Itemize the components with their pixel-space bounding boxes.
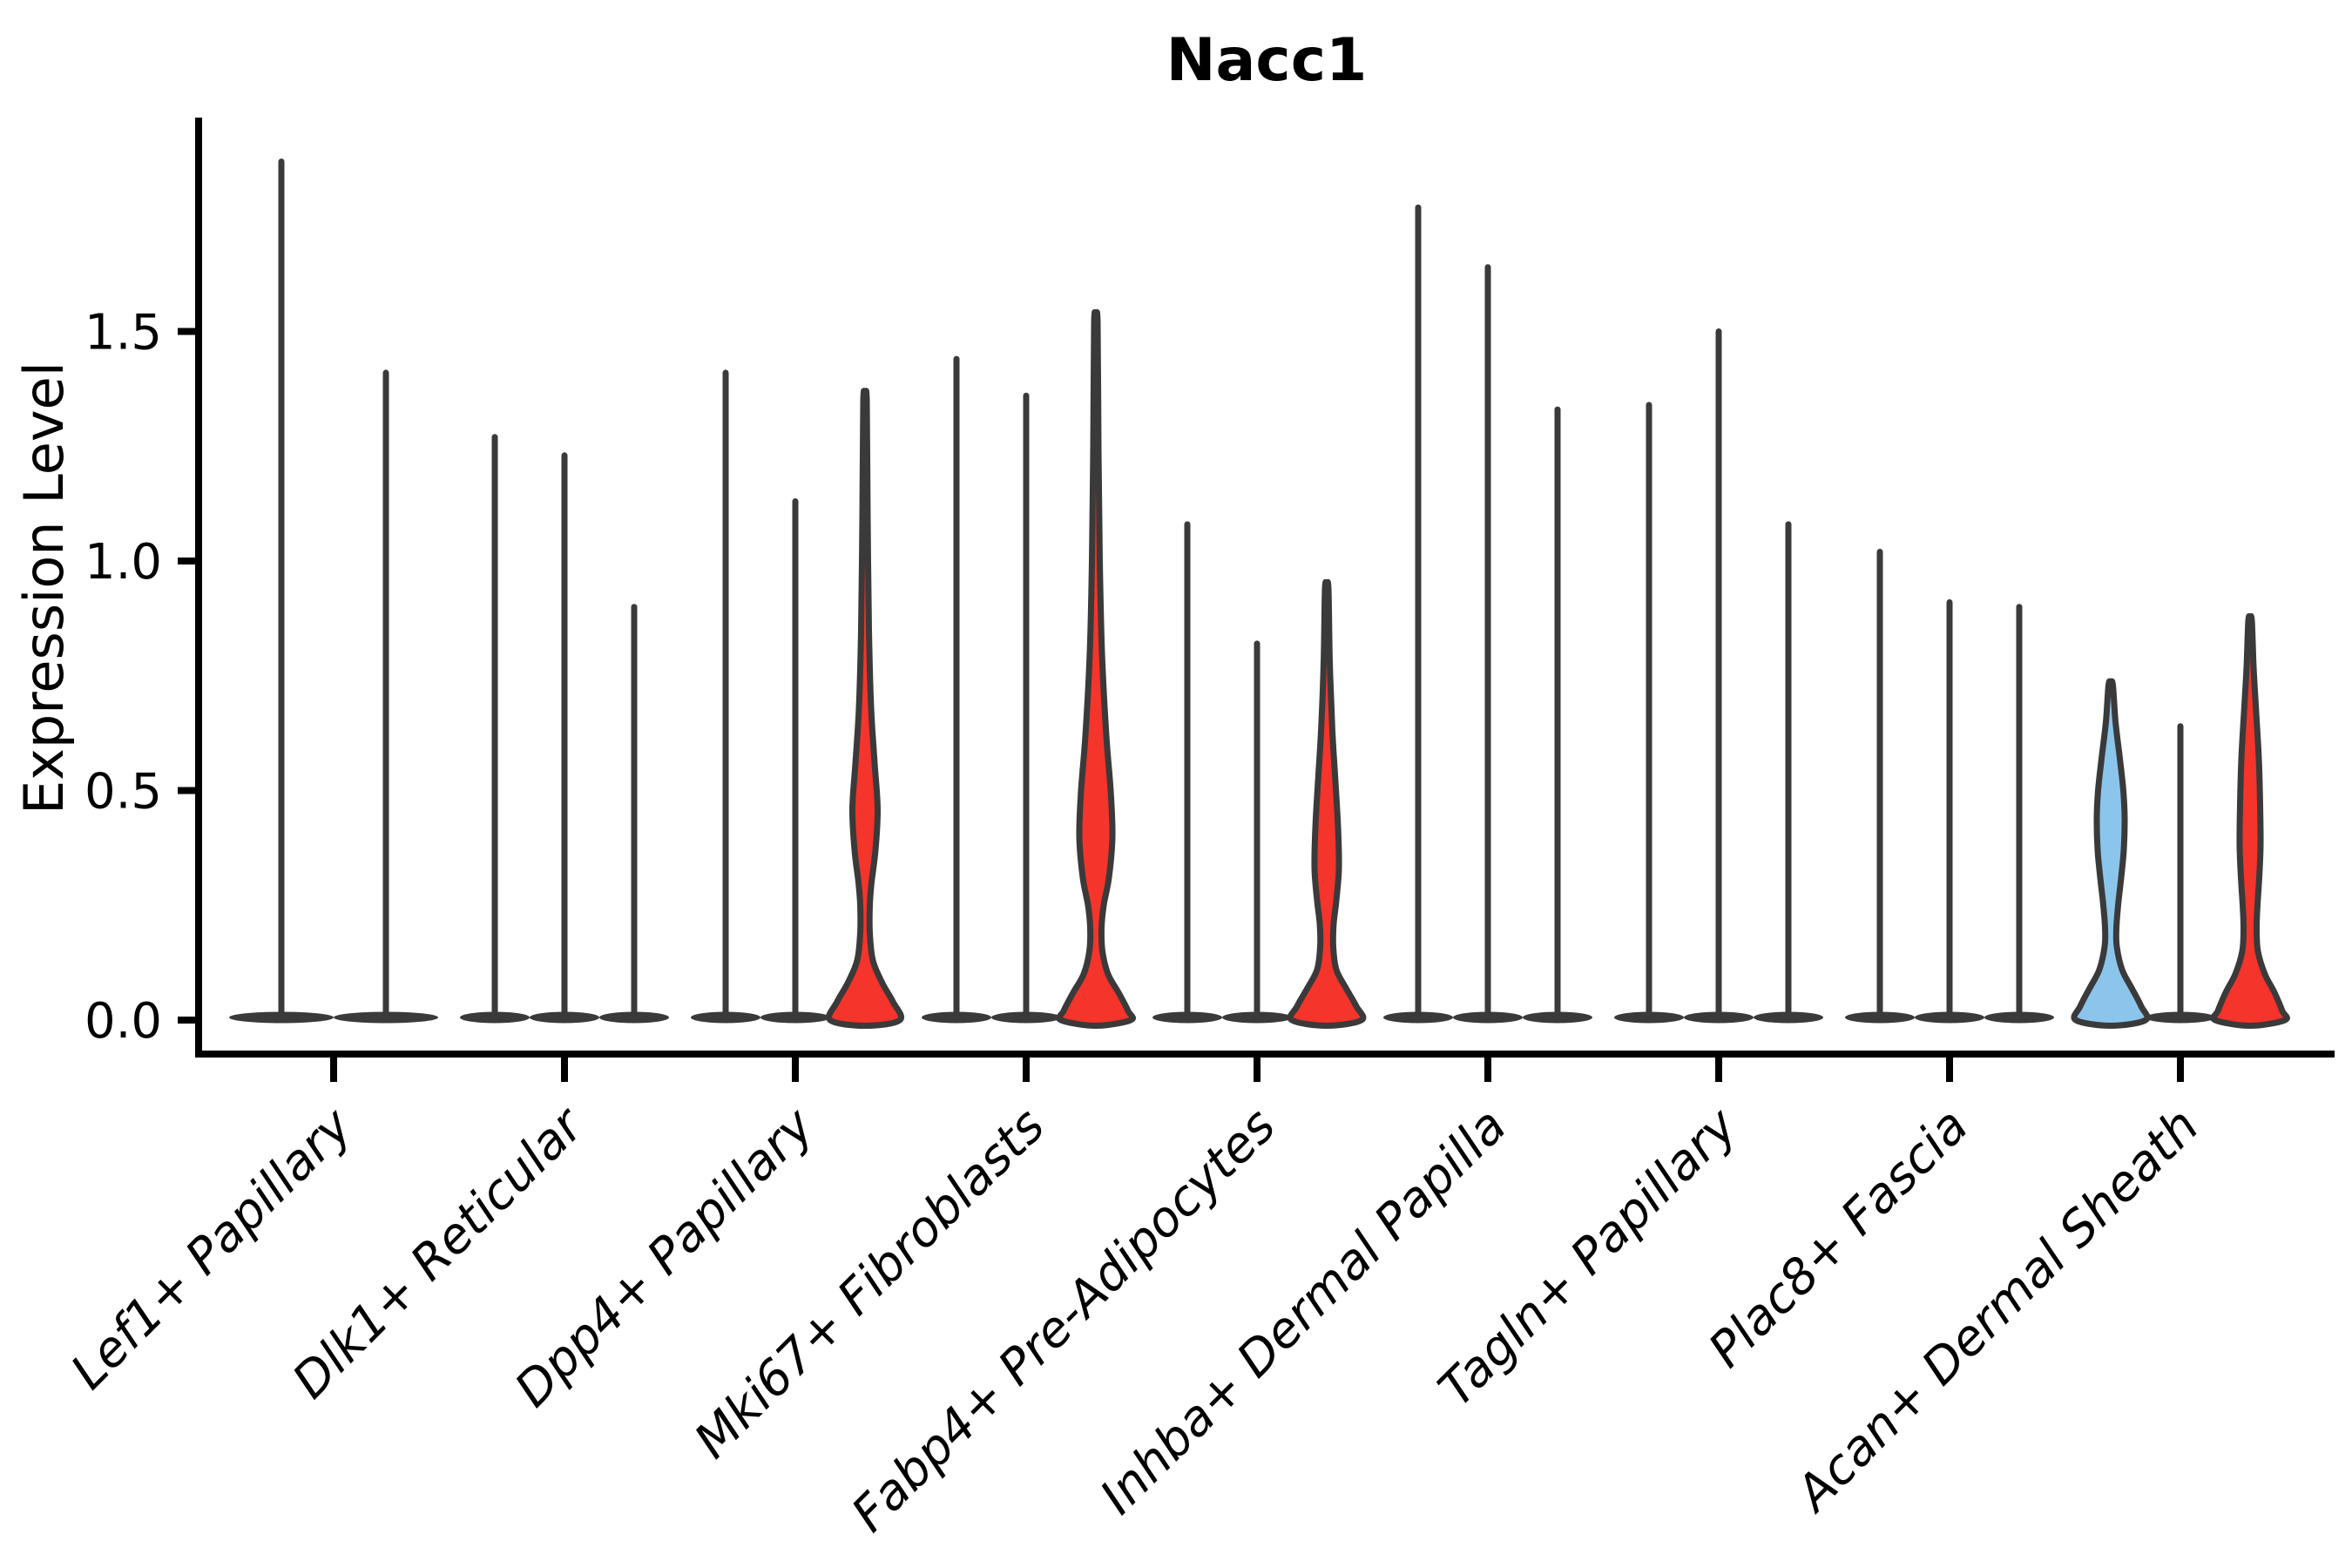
violin-group bbox=[2071, 612, 2290, 1029]
violin-group bbox=[1152, 521, 1367, 1029]
violin-filled-red bbox=[1056, 308, 1136, 1029]
y-axis-label: Expression Level bbox=[12, 362, 76, 814]
violin-group bbox=[1614, 328, 1823, 1024]
violin-group bbox=[460, 434, 669, 1024]
violin-filled-red bbox=[826, 388, 904, 1029]
violin-filled-blue bbox=[2071, 678, 2151, 1029]
violin-group bbox=[922, 308, 1136, 1029]
violin-filled-red bbox=[2210, 612, 2290, 1029]
x-tick-label: Inhba+ Dermal Papilla bbox=[1090, 1098, 1517, 1525]
y-tick-label: 0.5 bbox=[84, 764, 162, 821]
violin-filled-red bbox=[1287, 578, 1367, 1029]
violin-group bbox=[229, 159, 438, 1024]
x-tick-label: Acan+ Dermal Sheath bbox=[1784, 1098, 2210, 1524]
violin-group bbox=[1845, 548, 2054, 1024]
y-tick-label: 0.0 bbox=[84, 993, 162, 1050]
y-tick-label: 1.5 bbox=[84, 305, 162, 362]
figure-title: Nacc1 bbox=[1166, 26, 1368, 95]
x-tick-label: Fabp4+ Pre-Adipocytes bbox=[841, 1098, 1287, 1543]
violin-group bbox=[1383, 204, 1592, 1024]
violins-layer bbox=[229, 159, 2290, 1029]
violin-group bbox=[691, 369, 904, 1029]
y-tick-label: 1.0 bbox=[84, 534, 162, 591]
